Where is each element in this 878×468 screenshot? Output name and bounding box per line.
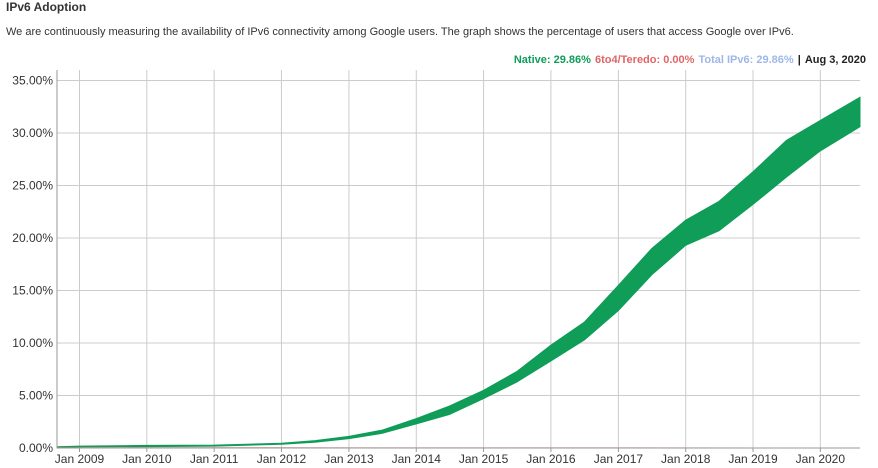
y-tick-label: 0.00%: [19, 441, 53, 455]
y-tick-label: 35.00%: [12, 74, 53, 88]
chart-grid: [57, 70, 860, 449]
x-tick-label: Jan 2014: [392, 452, 442, 466]
legend-separator: |: [797, 54, 801, 66]
y-tick-label: 15.00%: [12, 284, 53, 298]
x-tick-label: Jan 2018: [661, 452, 711, 466]
x-tick-label: Jan 2020: [796, 452, 846, 466]
legend-total: Total IPv6: 29.86%: [698, 54, 794, 66]
legend-teredo: 6to4/Teredo: 0.00%: [594, 54, 695, 66]
x-tick-label: Jan 2010: [122, 452, 172, 466]
y-tick-label: 25.00%: [12, 179, 53, 193]
native-series-area: [56, 96, 861, 449]
x-tick-label: Jan 2009: [55, 452, 105, 466]
legend-date: Aug 3, 2020: [804, 54, 866, 66]
x-tick-label: Jan 2011: [190, 452, 239, 466]
y-tick-label: 10.00%: [12, 336, 53, 350]
y-tick-label: 20.00%: [12, 231, 53, 245]
x-tick-label: Jan 2013: [324, 452, 374, 466]
y-tick-label: 5.00%: [19, 389, 53, 403]
legend-native: Native: 29.86%: [513, 54, 591, 66]
x-tick-label: Jan 2019: [728, 452, 778, 466]
page-description: We are continuously measuring the availa…: [6, 26, 794, 38]
x-tick-label: Jan 2012: [257, 452, 307, 466]
x-tick-label: Jan 2017: [594, 452, 644, 466]
x-tick-label: Jan 2016: [526, 452, 576, 466]
chart-tick-labels: 0.00% 5.00% 10.00% 15.00% 20.00% 25.00% 30.00%…: [12, 74, 845, 467]
chart-legend: Native: 29.86% 6to4/Teredo: 0.00% Total …: [513, 54, 866, 66]
x-tick-label: Jan 2015: [459, 452, 509, 466]
y-tick-label: 30.00%: [12, 126, 53, 140]
page-title: IPv6 Adoption: [6, 0, 87, 14]
chart-axes: [56, 70, 860, 452]
